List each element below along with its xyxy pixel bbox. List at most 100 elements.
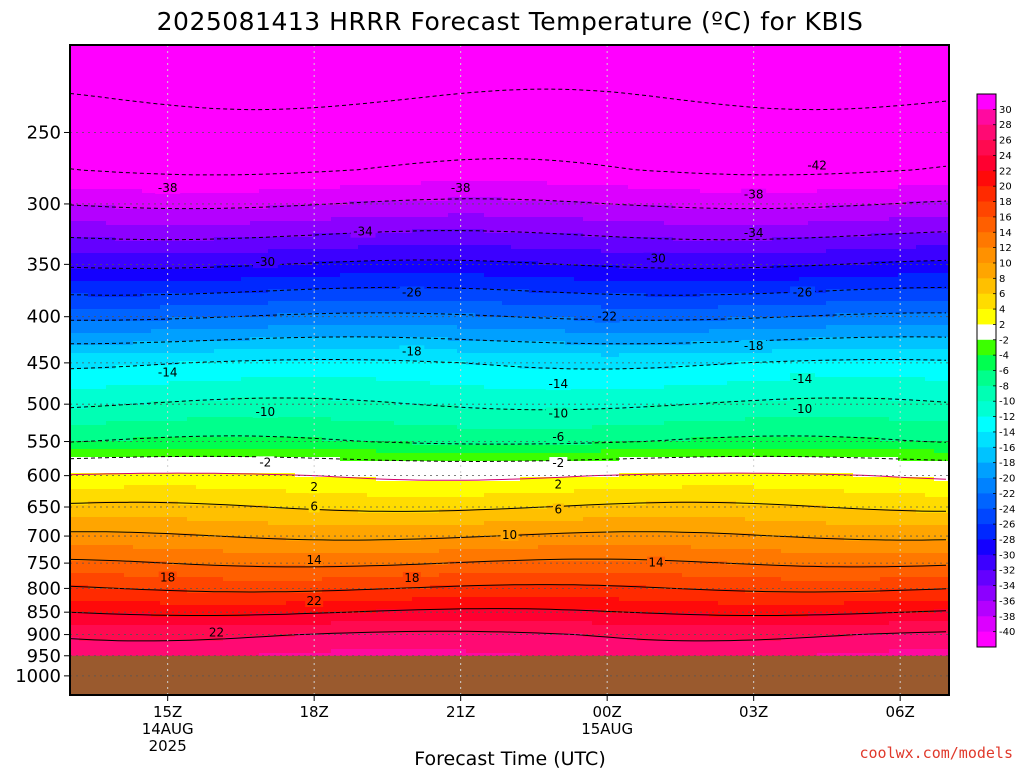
- field-cell: [88, 57, 98, 62]
- field-cell: [304, 645, 314, 650]
- field-cell: [178, 281, 188, 286]
- field-cell: [241, 617, 251, 622]
- field-cell: [295, 249, 305, 254]
- field-cell: [268, 309, 278, 314]
- field-cell: [214, 97, 224, 102]
- field-cell: [97, 197, 107, 202]
- field-cell: [70, 57, 80, 62]
- field-cell: [106, 213, 116, 218]
- field-cell: [340, 261, 350, 266]
- field-cell: [142, 521, 152, 526]
- field-cell: [70, 605, 80, 610]
- field-cell: [286, 221, 296, 226]
- field-cell: [178, 585, 188, 590]
- field-cell: [151, 497, 161, 502]
- field-cell: [142, 597, 152, 602]
- field-cell: [259, 329, 269, 334]
- field-cell: [304, 77, 314, 82]
- field-cell: [250, 293, 260, 298]
- field-cell: [169, 521, 179, 526]
- field-cell: [79, 533, 89, 538]
- field-cell: [160, 377, 170, 382]
- field-cell: [196, 497, 206, 502]
- field-cell: [322, 245, 332, 250]
- field-cell: [268, 141, 278, 146]
- field-cell: [115, 481, 125, 486]
- field-cell: [286, 261, 296, 266]
- field-cell: [70, 521, 80, 526]
- field-cell: [214, 485, 224, 490]
- field-cell: [331, 197, 341, 202]
- field-cell: [187, 57, 197, 62]
- field-cell: [295, 157, 305, 162]
- field-cell: [331, 497, 341, 502]
- field-cell: [124, 53, 134, 58]
- field-cell: [304, 349, 314, 354]
- field-cell: [187, 541, 197, 546]
- field-cell: [295, 49, 305, 54]
- field-cell: [124, 441, 134, 446]
- field-cell: [214, 133, 224, 138]
- field-cell: [304, 493, 314, 498]
- field-cell: [196, 137, 206, 142]
- field-cell: [115, 441, 125, 446]
- field-cell: [241, 565, 251, 570]
- field-cell: [79, 93, 89, 98]
- field-cell: [151, 45, 161, 50]
- field-cell: [232, 113, 242, 118]
- field-cell: [214, 141, 224, 146]
- field-cell: [115, 617, 125, 622]
- field-cell: [133, 541, 143, 546]
- field-cell: [160, 453, 170, 458]
- field-cell: [313, 537, 323, 542]
- field-cell: [196, 489, 206, 494]
- field-cell: [97, 109, 107, 114]
- field-cell: [232, 373, 242, 378]
- field-cell: [70, 625, 80, 630]
- field-cell: [232, 513, 242, 518]
- field-cell: [286, 517, 296, 522]
- field-cell: [313, 57, 323, 62]
- field-cell: [115, 609, 125, 614]
- field-cell: [322, 225, 332, 230]
- field-cell: [340, 209, 350, 214]
- field-cell: [70, 389, 80, 394]
- field-cell: [160, 45, 170, 50]
- field-cell: [97, 609, 107, 614]
- field-cell: [133, 589, 143, 594]
- field-cell: [295, 461, 305, 466]
- field-cell: [70, 257, 80, 262]
- field-cell: [79, 305, 89, 310]
- field-cell: [97, 245, 107, 250]
- field-cell: [88, 145, 98, 150]
- field-cell: [178, 385, 188, 390]
- field-cell: [304, 533, 314, 538]
- field-cell: [313, 161, 323, 166]
- field-cell: [205, 465, 215, 470]
- field-cell: [322, 645, 332, 650]
- field-cell: [142, 625, 152, 630]
- field-cell: [331, 569, 341, 574]
- field-cell: [286, 217, 296, 222]
- field-cell: [223, 461, 233, 466]
- field-cell: [88, 649, 98, 654]
- field-cell: [178, 529, 188, 534]
- field-cell: [250, 609, 260, 614]
- field-cell: [97, 417, 107, 422]
- field-cell: [232, 417, 242, 422]
- field-cell: [223, 185, 233, 190]
- field-cell: [322, 617, 332, 622]
- field-cell: [106, 153, 116, 158]
- field-cell: [268, 145, 278, 150]
- field-cell: [79, 145, 89, 150]
- field-cell: [295, 361, 305, 366]
- field-cell: [223, 245, 233, 250]
- field-cell: [241, 285, 251, 290]
- field-cell: [70, 357, 80, 362]
- field-cell: [223, 281, 233, 286]
- field-cell: [169, 65, 179, 70]
- field-cell: [115, 497, 125, 502]
- field-cell: [277, 325, 287, 330]
- field-cell: [250, 617, 260, 622]
- field-cell: [268, 185, 278, 190]
